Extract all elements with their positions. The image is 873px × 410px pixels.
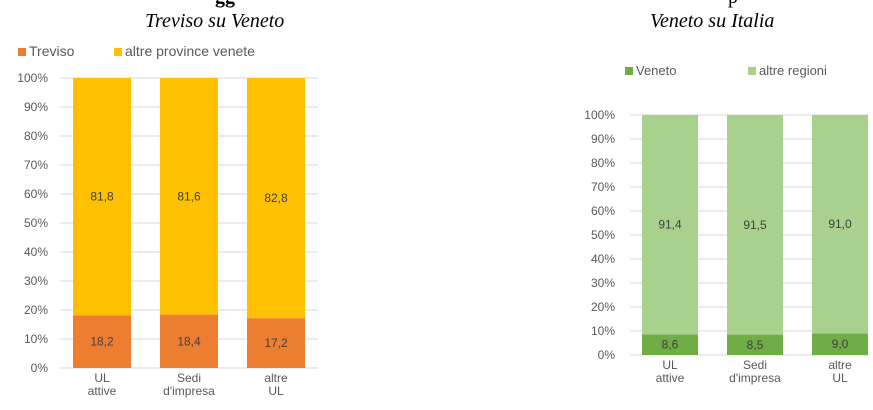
chart-1-category-label: altre [264,371,288,385]
chart-1-y-tick-label: 80% [24,129,48,143]
chart-1-category-label: d'impresa [163,384,215,398]
chart-2-category-label: attive [656,371,685,385]
chart-2-bar-segment [642,115,698,335]
chart-2-y-tick-label: 90% [591,132,615,146]
chart-2-y-tick-label: 0% [598,348,616,362]
chart-2-category-label: UL [662,358,678,372]
chart-2-y-tick-label: 20% [591,300,615,314]
chart-2-legend-label: altre regioni [759,63,827,78]
chart-1-y-tick-label: 70% [24,158,48,172]
chart-2-bar-segment [727,115,783,335]
chart-2-category-label: UL [832,371,848,385]
chart-1-y-tick-label: 30% [24,274,48,288]
chart-1-legend-swatch [18,48,26,56]
chart-2-title-fragment: p [728,0,738,9]
chart-1-legend-label: Treviso [29,43,75,59]
chart-1-bar-segment [73,78,131,316]
chart-1-title: Treviso su Veneto [145,10,285,32]
chart-2-legend-swatch [625,67,633,75]
chart-2-data-label: 91,4 [658,218,682,232]
chart-1-y-tick-label: 10% [24,332,48,346]
chart-1-category-label: UL [268,384,284,398]
chart-1-bar-segment [247,78,305,319]
chart-1-data-label: 18,4 [177,334,201,348]
chart-1-data-label: 18,2 [90,335,114,349]
chart-2-category-label: altre [828,358,852,372]
chart-2-data-label: 8,5 [747,338,764,352]
chart-2-bar-segment [727,334,783,355]
chart-2-category-label: d'impresa [729,371,781,385]
chart-2-legend-swatch [748,67,756,75]
chart-1-y-tick-label: 20% [24,303,48,317]
chart-2-category-label: Sedi [743,358,767,372]
chart-2-y-tick-label: 80% [591,156,615,170]
chart-2-y-tick-label: 40% [591,252,615,266]
chart-1-bar-segment [160,78,218,315]
chart-1-title-fragment: gg [215,0,235,9]
chart-2-data-label: 91,5 [743,218,767,232]
chart-2-bar-segment [812,333,868,355]
chart-1-data-label: 17,2 [264,336,288,350]
chart-2-y-tick-label: 60% [591,204,615,218]
chart-2-y-tick-label: 10% [591,324,615,338]
chart-2-y-tick-label: 100% [584,108,615,122]
chart-2-title: Veneto su Italia [650,10,775,32]
chart-1-y-tick-label: 50% [24,216,48,230]
chart-2-data-label: 9,0 [832,337,849,351]
chart-2-data-label: 91,0 [828,217,852,231]
chart-1-data-label: 82,8 [264,191,288,205]
chart-2-bar-segment [812,115,868,334]
chart-1-stacked-bar: 0% 10% 20% 30% 40% 50% 60% 70% 80% 90% 100% Treviso… [17,43,318,398]
chart-2-y-tick-label: 70% [591,180,615,194]
chart-1-data-label: 81,8 [90,190,114,204]
chart-1-y-tick-label: 60% [24,187,48,201]
chart-2-y-tick-label: 50% [591,228,615,242]
chart-1-data-label: 81,6 [177,189,201,203]
chart-1-legend-label: altre province venete [125,43,255,59]
chart-1-y-tick-label: 40% [24,245,48,259]
chart-2-data-label: 8,6 [662,338,679,352]
chart-1-category-label: attive [88,384,117,398]
chart-1-category-label: Sedi [177,371,201,385]
chart-2-bar-segment [642,334,698,355]
chart-1-bar-segment [73,315,131,368]
chart-1-y-tick-label: 0% [31,361,49,375]
chart-1-legend-swatch [114,48,122,56]
chart-1-bar-segment [247,318,305,368]
chart-2-y-tick-label: 30% [591,276,615,290]
chart-2-stacked-bar: 0% 10% 20% 30% 40% 50% 60% 70% 80% 90% 100% Veneto a… [584,63,868,385]
chart-1-y-tick-label: 100% [17,71,48,85]
chart-1-category-label: UL [94,371,110,385]
chart-1-y-tick-label: 90% [24,100,48,114]
chart-2-legend-label: Veneto [636,63,677,78]
chart-1-bar-segment [160,314,218,368]
